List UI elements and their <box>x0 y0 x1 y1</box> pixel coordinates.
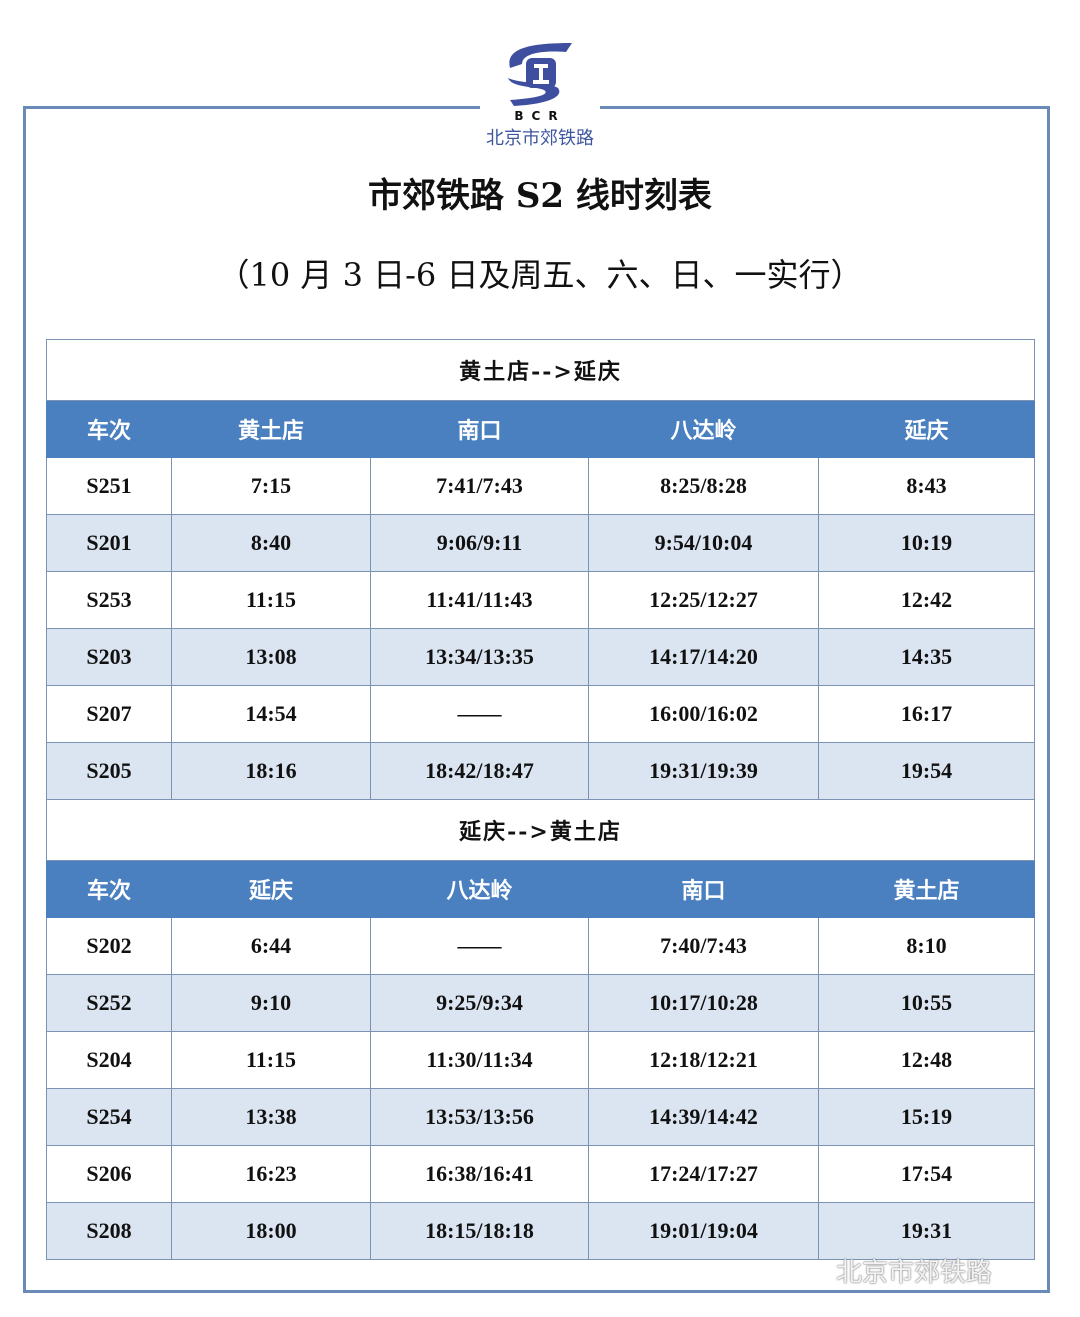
time-cell: 8:40 <box>171 514 371 572</box>
time-cell: 14:54 <box>171 685 371 743</box>
time-cell: 8:25/8:28 <box>588 457 819 515</box>
time-cell: 11:30/11:34 <box>370 1031 589 1089</box>
time-cell: 17:54 <box>817 1145 1036 1203</box>
direction-row: 黄土店-->延庆 <box>45 339 1036 401</box>
train-number-cell: S205 <box>46 742 172 800</box>
time-cell: 12:25/12:27 <box>588 571 819 629</box>
column-header: 延庆 <box>817 400 1036 458</box>
header-row: 车次 黄土店 南口 八达岭 延庆 <box>46 400 1036 458</box>
time-cell: 18:00 <box>171 1202 371 1260</box>
train-number-cell: S201 <box>46 514 172 572</box>
column-header: 车次 <box>46 860 172 918</box>
train-number-cell: S254 <box>46 1088 172 1146</box>
table-row: S202 6:44 —— 7:40/7:43 8:10 <box>46 917 1036 975</box>
logo-org-name: 北京市郊铁路 <box>486 128 594 149</box>
direction-title: 延庆-->黄土店 <box>45 799 1036 861</box>
time-cell: 10:19 <box>817 514 1036 572</box>
column-header: 黄土店 <box>171 400 371 458</box>
time-cell: 8:10 <box>817 917 1036 975</box>
bcr-logo-icon <box>508 43 572 106</box>
column-header: 黄土店 <box>817 860 1036 918</box>
time-cell: 18:16 <box>171 742 371 800</box>
time-cell: 12:18/12:21 <box>588 1031 819 1089</box>
time-cell: —— <box>370 685 589 743</box>
table-row: S207 14:54 —— 16:00/16:02 16:17 <box>46 685 1036 743</box>
time-cell: 9:25/9:34 <box>370 974 589 1032</box>
time-cell: 7:40/7:43 <box>588 917 819 975</box>
time-cell: 9:06/9:11 <box>370 514 589 572</box>
time-cell: 8:43 <box>817 457 1036 515</box>
time-cell: 13:38 <box>171 1088 371 1146</box>
table-row: S252 9:10 9:25/9:34 10:17/10:28 10:55 <box>46 974 1036 1032</box>
time-cell: 13:34/13:35 <box>370 628 589 686</box>
column-header: 延庆 <box>171 860 371 918</box>
time-cell: 19:31 <box>817 1202 1036 1260</box>
table-row: S208 18:00 18:15/18:18 19:01/19:04 19:31 <box>46 1202 1036 1260</box>
table-row: S254 13:38 13:53/13:56 14:39/14:42 15:19 <box>46 1088 1036 1146</box>
time-cell: 18:42/18:47 <box>370 742 589 800</box>
train-number-cell: S203 <box>46 628 172 686</box>
time-cell: 13:53/13:56 <box>370 1088 589 1146</box>
page-subtitle: （10 月 3 日-6 日及周五、六、日、一实行） <box>217 256 863 294</box>
time-cell: —— <box>370 917 589 975</box>
watermark: 北京市郊铁路 <box>836 1258 993 1288</box>
train-number-cell: S206 <box>46 1145 172 1203</box>
page-title: 市郊铁路 S2 线时刻表 <box>368 176 712 216</box>
column-header: 八达岭 <box>588 400 819 458</box>
logo-letters: BCR <box>514 109 566 123</box>
time-cell: 12:48 <box>817 1031 1036 1089</box>
time-cell: 19:31/19:39 <box>588 742 819 800</box>
time-cell: 15:19 <box>817 1088 1036 1146</box>
time-cell: 11:15 <box>171 571 371 629</box>
table-row: S203 13:08 13:34/13:35 14:17/14:20 14:35 <box>46 628 1036 686</box>
header-row: 车次 延庆 八达岭 南口 黄土店 <box>46 860 1036 918</box>
time-cell: 6:44 <box>171 917 371 975</box>
table-row: S251 7:15 7:41/7:43 8:25/8:28 8:43 <box>46 457 1036 515</box>
time-cell: 12:42 <box>817 571 1036 629</box>
direction-row: 延庆-->黄土店 <box>45 799 1036 861</box>
train-number-cell: S204 <box>46 1031 172 1089</box>
time-cell: 16:38/16:41 <box>370 1145 589 1203</box>
time-cell: 14:35 <box>817 628 1036 686</box>
table-row: S205 18:16 18:42/18:47 19:31/19:39 19:54 <box>46 742 1036 800</box>
time-cell: 14:39/14:42 <box>588 1088 819 1146</box>
time-cell: 10:17/10:28 <box>588 974 819 1032</box>
train-number-cell: S208 <box>46 1202 172 1260</box>
table-row: S206 16:23 16:38/16:41 17:24/17:27 17:54 <box>46 1145 1036 1203</box>
direction-title: 黄土店-->延庆 <box>45 339 1036 401</box>
train-number-cell: S202 <box>46 917 172 975</box>
time-cell: 10:55 <box>817 974 1036 1032</box>
column-header: 南口 <box>588 860 819 918</box>
timetable: 黄土店-->延庆 车次 黄土店 南口 八达岭 延庆 S251 7:15 7:41/7:43 8:2… <box>45 339 1036 1260</box>
train-number-cell: S207 <box>46 685 172 743</box>
train-number-cell: S252 <box>46 974 172 1032</box>
table-row: S201 8:40 9:06/9:11 9:54/10:04 10:19 <box>46 514 1036 572</box>
table-row: S253 11:15 11:41/11:43 12:25/12:27 12:42 <box>46 571 1036 629</box>
time-cell: 11:41/11:43 <box>370 571 589 629</box>
time-cell: 13:08 <box>171 628 371 686</box>
time-cell: 9:54/10:04 <box>588 514 819 572</box>
time-cell: 16:00/16:02 <box>588 685 819 743</box>
train-number-cell: S251 <box>46 457 172 515</box>
time-cell: 7:41/7:43 <box>370 457 589 515</box>
time-cell: 16:17 <box>817 685 1036 743</box>
time-cell: 14:17/14:20 <box>588 628 819 686</box>
time-cell: 19:54 <box>817 742 1036 800</box>
column-header: 南口 <box>370 400 589 458</box>
time-cell: 11:15 <box>171 1031 371 1089</box>
time-cell: 9:10 <box>171 974 371 1032</box>
column-header: 车次 <box>46 400 172 458</box>
time-cell: 18:15/18:18 <box>370 1202 589 1260</box>
column-header: 八达岭 <box>370 860 589 918</box>
time-cell: 16:23 <box>171 1145 371 1203</box>
time-cell: 7:15 <box>171 457 371 515</box>
time-cell: 17:24/17:27 <box>588 1145 819 1203</box>
time-cell: 19:01/19:04 <box>588 1202 819 1260</box>
train-number-cell: S253 <box>46 571 172 629</box>
table-row: S204 11:15 11:30/11:34 12:18/12:21 12:48 <box>46 1031 1036 1089</box>
